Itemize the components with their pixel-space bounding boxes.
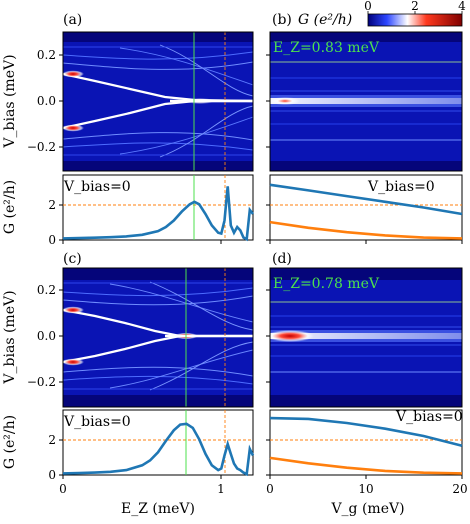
heatmap-a-features [63, 32, 253, 171]
y-tick-c-0: 0.2 [37, 283, 56, 297]
colorbar-gradient [367, 13, 463, 27]
heatmap-d: E_Z=0.78 meV [266, 267, 463, 408]
y-tick-a-2: −0.2 [27, 140, 56, 154]
y-axis-label-c: V_bias (meV) [2, 290, 18, 384]
series-line-b-orange [269, 220, 463, 240]
x-tick-c-0: 0 [59, 482, 67, 496]
heatmap-c [62, 267, 254, 408]
lineplot-b: V_bias=0 [266, 174, 463, 244]
annotation-vbias-a: V_bias=0 [63, 179, 131, 195]
y-tick-a-0: 0.2 [37, 48, 56, 62]
series-line-c [62, 422, 255, 477]
x-tick-c-1: 1 [217, 482, 225, 496]
heatmap-b-features [270, 32, 462, 171]
panel-label-c: (c) [63, 251, 82, 267]
colorbar: G (e²/h) 0 2 4 [298, 0, 466, 28]
panel-label-d: (d) [272, 251, 292, 267]
x-tick-d-20: 20 [452, 482, 467, 496]
heatmap-a [62, 31, 254, 172]
colorbar-tick-2: 2 [411, 0, 419, 13]
panel-label-a: (a) [63, 12, 82, 28]
colorbar-tick-0: 0 [364, 0, 372, 13]
heatmap-c-features [63, 268, 253, 407]
annotation-ez-b: E_Z=0.83 meV [273, 40, 380, 56]
heatmap-b: E_Z=0.83 meV [266, 31, 463, 172]
y-tick-c-lower-0: 0 [48, 468, 56, 482]
y-tick-a-lower-0: 0 [48, 233, 56, 247]
y-axis-a: 0.2 0.0 −0.2 V_bias (meV) [2, 48, 63, 154]
y-tick-a-1: 0.0 [37, 94, 56, 108]
lineplot-a: V_bias=0 2 0 G (e²/h) [2, 174, 255, 247]
series-line-b-blue [269, 183, 463, 216]
series-line-d-blue [269, 416, 463, 448]
y-tick-a-lower-2: 2 [48, 198, 56, 212]
y-axis-label-a-lower: G (e²/h) [2, 180, 18, 234]
x-tick-d-0: 0 [266, 482, 274, 496]
colorbar-tick-4: 4 [458, 0, 466, 13]
colorbar-label: G (e²/h) [298, 12, 352, 28]
series-line-d-orange [269, 456, 463, 475]
y-axis-c: 0.2 0.0 −0.2 V_bias (meV) [2, 283, 63, 389]
annotation-ez-d: E_Z=0.78 meV [273, 276, 380, 292]
y-axis-label-c-lower: G (e²/h) [2, 415, 18, 469]
y-tick-c-lower-2: 2 [48, 433, 56, 447]
panel-label-b: (b) [272, 12, 292, 28]
annotation-vbias-c: V_bias=0 [63, 414, 131, 430]
x-axis-label-d: V_g (meV) [330, 501, 404, 517]
heatmap-d-features [270, 268, 462, 407]
annotation-vbias-d: V_bias=0 [395, 409, 463, 425]
series-line-a [62, 186, 255, 242]
lineplot-c: V_bias=0 2 0 G (e²/h) 0 1 E_Z (meV) [2, 409, 255, 517]
y-tick-c-1: 0.0 [37, 329, 56, 343]
x-tick-d-10: 10 [358, 482, 373, 496]
x-axis-label-c: E_Z (meV) [121, 501, 195, 517]
y-axis-label-a: V_bias (meV) [2, 54, 18, 148]
annotation-vbias-b: V_bias=0 [367, 179, 435, 195]
y-tick-c-2: −0.2 [27, 375, 56, 389]
lineplot-d: V_bias=0 0 10 20 V_g (meV) [266, 409, 468, 517]
